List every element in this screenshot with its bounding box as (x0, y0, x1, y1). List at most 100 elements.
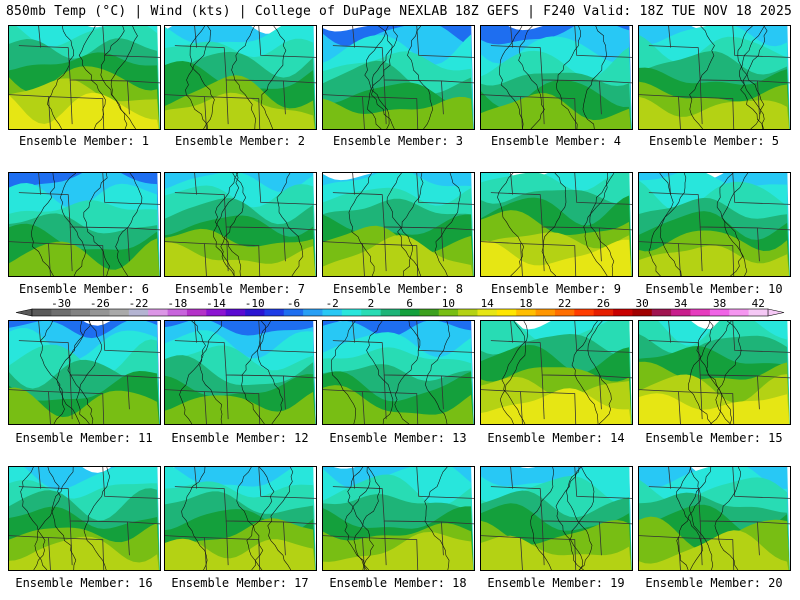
ensemble-member-map (322, 25, 475, 130)
state-boundary (599, 375, 632, 379)
colorbar-swatch (613, 309, 633, 316)
ensemble-member-label: Ensemble Member: 18 (329, 576, 467, 590)
isotherm-contour (737, 26, 765, 129)
state-boundary (520, 537, 577, 570)
state-boundary (520, 243, 577, 276)
state-boundary (362, 537, 419, 570)
state-boundary (757, 521, 790, 525)
isotherm-contour (181, 467, 208, 570)
isotherm-contour (366, 321, 394, 424)
temperature-field (9, 173, 160, 276)
chart-title: 850mb Temp (°C) | Wind (kts) | College o… (6, 4, 448, 19)
isotherm-contour (738, 26, 765, 129)
temperature-band (481, 535, 632, 570)
colorbar-swatch (400, 309, 420, 316)
state-boundary (352, 467, 355, 489)
isotherm-contour (246, 467, 275, 570)
state-boundary (204, 391, 261, 424)
colorbar-high-arrow (767, 308, 785, 317)
isotherm-contour (648, 173, 674, 276)
isotherm-contour (582, 26, 607, 129)
colorbar-swatch (51, 309, 72, 316)
temperature-band (323, 234, 473, 276)
temperature-field (639, 321, 790, 424)
state-boundary (668, 173, 671, 195)
isotherm-contour (499, 321, 526, 424)
state-boundary (352, 321, 355, 343)
state-boundary (574, 26, 632, 58)
temperature-field (165, 26, 316, 129)
colorbar-tick-label: -22 (129, 299, 149, 310)
state-boundary (574, 173, 632, 205)
isotherm-contour (59, 173, 87, 276)
isotherm-contour (267, 467, 294, 570)
state-boundary (510, 321, 513, 343)
state-boundary (639, 241, 681, 276)
isotherm-contour (56, 321, 84, 424)
state-boundary (127, 375, 160, 379)
temperature-field (639, 467, 790, 570)
temperature-band (9, 536, 159, 570)
temperature-band (639, 96, 790, 129)
state-boundary (481, 535, 523, 570)
temperature-field (9, 26, 160, 129)
state-boundary (416, 467, 474, 499)
colorbar-swatch (458, 309, 478, 316)
isotherm-contour (555, 467, 583, 570)
isotherm-contour (689, 26, 715, 129)
state-boundary (416, 173, 474, 205)
colorbar-tick-label: 6 (406, 299, 413, 310)
valid-time-label: 18Z GEFS | F240 Valid: 18Z TUE NOV 18 20… (454, 4, 792, 19)
state-boundary (481, 241, 523, 276)
temperature-band (323, 531, 474, 570)
state-boundary (520, 96, 577, 129)
temperature-band (639, 393, 790, 424)
state-boundary (194, 173, 197, 195)
isotherm-contour (676, 467, 703, 570)
isotherm-contour (499, 26, 524, 129)
state-boundary (383, 374, 387, 420)
isotherm-contour (589, 173, 615, 276)
colorbar-swatch (128, 309, 149, 316)
state-boundary (127, 227, 160, 231)
state-boundary (441, 521, 474, 525)
state-boundary (38, 26, 41, 48)
state-boundary (510, 467, 513, 489)
isotherm-contour (541, 173, 567, 276)
ensemble-member-label: Ensemble Member: 11 (15, 431, 153, 445)
state-boundary (48, 96, 105, 129)
ensemble-member-map (638, 172, 791, 277)
state-boundary (352, 173, 355, 195)
state-boundary (69, 374, 73, 420)
ensemble-member-label: Ensemble Member: 2 (174, 134, 306, 148)
isotherm-contour (76, 321, 103, 424)
state-boundary (541, 374, 545, 420)
colorbar-swatch (322, 309, 343, 316)
temperature-band (639, 245, 790, 276)
state-boundary (383, 226, 387, 272)
state-boundary (416, 26, 474, 58)
state-boundary (678, 537, 735, 570)
isotherm-contour (214, 173, 242, 276)
ensemble-member-map (8, 172, 161, 277)
state-boundary (18, 192, 130, 262)
state-boundary (258, 26, 316, 58)
state-boundary (668, 467, 671, 489)
colorbar-tick-label: 2 (368, 299, 375, 310)
isotherm-contour (497, 173, 525, 276)
state-boundary (38, 467, 41, 489)
state-boundary (678, 96, 735, 129)
isotherm-contour (501, 321, 528, 424)
state-boundary (757, 227, 790, 231)
isotherm-contour (715, 321, 742, 424)
state-boundary (510, 26, 513, 48)
ensemble-member-label: Ensemble Member: 6 (18, 282, 150, 296)
colorbar-tick-label: 26 (597, 299, 610, 310)
state-boundary (332, 192, 444, 262)
colorbar-swatch (438, 309, 459, 316)
state-boundary (283, 80, 316, 84)
state-boundary (362, 96, 419, 129)
state-boundary (48, 537, 105, 570)
state-boundary (352, 26, 355, 48)
state-boundary (283, 375, 316, 379)
